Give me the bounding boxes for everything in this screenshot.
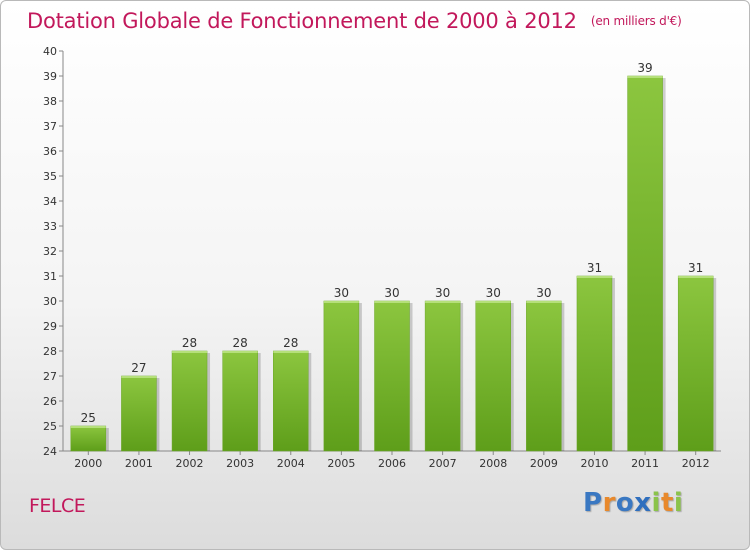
logo-letter: t	[660, 488, 674, 518]
proxiti-logo: Proxiti	[583, 488, 683, 518]
logo-letter: o	[615, 488, 635, 518]
bar-2012	[677, 275, 714, 452]
x-tick-label: 2009	[530, 457, 558, 470]
data-label: 25	[81, 411, 96, 425]
bar-highlight	[627, 76, 663, 78]
x-tick-label: 2007	[429, 457, 457, 470]
bar-highlight	[374, 301, 410, 303]
bar-highlight	[172, 351, 208, 353]
x-tick-label: 2012	[682, 457, 710, 470]
commune-name: FELCE	[29, 495, 86, 517]
x-tick-label: 2002	[176, 457, 204, 470]
data-label: 27	[131, 361, 146, 375]
logo-letter: r	[602, 488, 616, 518]
bar-highlight	[121, 376, 157, 378]
x-tick-label: 2010	[580, 457, 608, 470]
x-tick-label: 2000	[74, 457, 102, 470]
y-tick-label: 30	[43, 295, 57, 308]
y-tick-label: 35	[43, 170, 57, 183]
y-tick-label: 33	[43, 220, 57, 233]
y-tick-label: 25	[43, 420, 57, 433]
logo-letter: x	[634, 488, 652, 518]
y-tick-label: 32	[43, 245, 57, 258]
bar-2003	[222, 350, 258, 452]
y-tick-label: 29	[43, 320, 57, 333]
bar-highlight	[222, 351, 258, 353]
data-label: 28	[182, 336, 197, 350]
y-tick-label: 36	[43, 145, 57, 158]
y-tick-label: 27	[43, 370, 57, 383]
bar-highlight	[678, 276, 714, 278]
bar-2008	[475, 300, 511, 452]
x-tick-label: 2011	[631, 457, 659, 470]
x-tick-label: 2004	[277, 457, 305, 470]
x-tick-label: 2001	[125, 457, 153, 470]
bar-2007	[424, 300, 461, 452]
logo-letter: P	[583, 488, 603, 518]
y-tick-label: 28	[43, 345, 57, 358]
y-tick-label: 24	[43, 445, 57, 458]
bar-2002	[171, 350, 208, 452]
bar-2010	[576, 275, 613, 452]
logo-letter: i	[673, 488, 684, 518]
y-tick-label: 37	[43, 120, 57, 133]
bar-highlight	[576, 276, 612, 278]
bar-2001	[121, 375, 157, 452]
bar-2000	[70, 425, 107, 452]
x-tick-label: 2003	[226, 457, 254, 470]
y-tick-label: 39	[43, 70, 57, 83]
bar-highlight	[475, 301, 511, 303]
data-label: 30	[435, 286, 450, 300]
bar-2005	[323, 300, 360, 452]
data-label: 39	[637, 61, 652, 75]
x-tick-label: 2005	[327, 457, 355, 470]
x-tick-label: 2008	[479, 457, 507, 470]
bar-highlight	[70, 426, 106, 428]
bar-2011	[627, 75, 663, 452]
logo-letter: i	[651, 488, 661, 518]
bar-highlight	[273, 351, 309, 353]
title-text: Dotation Globale de Fonctionnement de 20…	[27, 9, 577, 33]
chart-title: Dotation Globale de Fonctionnement de 20…	[27, 9, 682, 33]
bar-2006	[374, 300, 410, 452]
data-label: 30	[536, 286, 551, 300]
y-tick-label: 34	[43, 195, 57, 208]
bar-2009	[526, 300, 562, 452]
x-tick-label: 2006	[378, 457, 406, 470]
data-label: 30	[334, 286, 349, 300]
y-tick-label: 40	[43, 45, 57, 58]
data-label: 28	[283, 336, 298, 350]
data-label: 31	[688, 261, 703, 275]
data-label: 31	[587, 261, 602, 275]
y-tick-label: 26	[43, 395, 57, 408]
bar-highlight	[526, 301, 562, 303]
data-label: 30	[486, 286, 501, 300]
y-tick-label: 38	[43, 95, 57, 108]
bar-highlight	[425, 301, 461, 303]
y-tick-label: 31	[43, 270, 57, 283]
data-label: 28	[233, 336, 248, 350]
data-label: 30	[384, 286, 399, 300]
chart-subtitle: (en milliers d'€)	[590, 14, 682, 28]
bar-highlight	[323, 301, 359, 303]
bar-2004	[273, 350, 309, 452]
